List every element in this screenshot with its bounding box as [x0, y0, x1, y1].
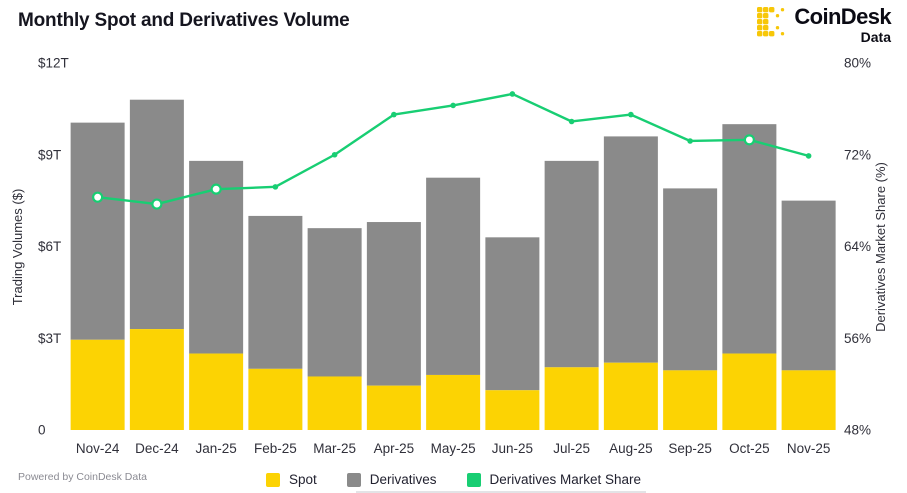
x-tick-Jun-25: Jun-25 — [492, 441, 533, 456]
legend-swatch-spot — [265, 472, 280, 487]
market-share-point-Jul-25[interactable] — [568, 118, 575, 125]
page-title: Monthly Spot and Derivatives Volume — [18, 10, 350, 31]
market-share-point-Sep-25[interactable] — [687, 138, 693, 144]
x-tick-Nov-25: Nov-25 — [787, 441, 831, 456]
bar-derivatives-Nov-24[interactable] — [70, 122, 125, 340]
bar-spot-Feb-25[interactable] — [248, 368, 303, 430]
x-tick-Nov-24: Nov-24 — [76, 441, 120, 456]
legend-item-spot[interactable]: Spot — [265, 472, 317, 487]
bar-spot-May-25[interactable] — [426, 374, 481, 430]
bar-spot-Dec-24[interactable] — [129, 329, 184, 430]
legend-item-market-share[interactable]: Derivatives Market Share — [466, 472, 642, 487]
brand-sub: Data — [860, 29, 891, 45]
legend-label-market-share: Derivatives Market Share — [489, 472, 642, 487]
bar-derivatives-May-25[interactable] — [426, 177, 481, 375]
bar-spot-Apr-25[interactable] — [366, 385, 421, 430]
left-axis-title: Trading Volumes ($) — [10, 189, 25, 306]
right-axis-tick: 72% — [844, 147, 871, 162]
bar-derivatives-Mar-25[interactable] — [307, 228, 362, 377]
right-axis-tick: 80% — [844, 56, 871, 71]
bar-spot-Aug-25[interactable] — [603, 362, 658, 430]
bar-spot-Oct-25[interactable] — [722, 353, 777, 430]
market-share-point-Jun-25[interactable] — [509, 91, 516, 97]
bar-derivatives-Aug-25[interactable] — [603, 136, 658, 363]
bar-derivatives-Feb-25[interactable] — [248, 215, 303, 369]
legend-swatch-market-share — [466, 472, 481, 487]
brand-name: CoinDesk — [794, 4, 891, 29]
bar-spot-Nov-25[interactable] — [781, 370, 836, 430]
bar-derivatives-Sep-25[interactable] — [663, 188, 718, 371]
bar-spot-Sep-25[interactable] — [663, 370, 718, 430]
market-share-point-Nov-24[interactable] — [92, 191, 104, 203]
left-axis-tick: $3T — [38, 331, 61, 346]
x-tick-Apr-25: Apr-25 — [374, 441, 415, 456]
x-tick-Jul-25: Jul-25 — [553, 441, 590, 456]
legend-label-spot: Spot — [288, 472, 317, 487]
x-tick-Sep-25: Sep-25 — [668, 441, 712, 456]
x-tick-Oct-25: Oct-25 — [729, 441, 770, 456]
market-share-point-Apr-25[interactable] — [391, 111, 397, 118]
x-tick-Dec-24: Dec-24 — [135, 441, 179, 456]
market-share-point-Aug-25[interactable] — [628, 111, 634, 118]
market-share-point-May-25[interactable] — [450, 102, 456, 109]
right-axis-tick: 64% — [844, 239, 871, 254]
x-tick-Jan-25: Jan-25 — [195, 441, 236, 456]
bar-spot-Jun-25[interactable] — [485, 390, 540, 430]
x-tick-Feb-25: Feb-25 — [254, 441, 297, 456]
powered-by-text: Powered by CoinDesk Data — [18, 471, 147, 483]
market-share-point-Dec-24[interactable] — [151, 198, 163, 210]
bar-derivatives-Jul-25[interactable] — [544, 160, 599, 368]
left-axis-tick: 0 — [38, 423, 46, 438]
right-axis-title: Derivatives Market Share (%) — [873, 162, 888, 332]
legend-swatch-derivatives — [346, 472, 361, 487]
right-axis-tick: 56% — [844, 331, 871, 346]
bar-derivatives-Dec-24[interactable] — [129, 99, 184, 330]
market-share-point-Nov-25[interactable] — [805, 153, 812, 159]
bar-spot-Jul-25[interactable] — [544, 367, 599, 430]
bar-spot-Nov-24[interactable] — [70, 339, 125, 430]
left-axis-tick: $12T — [38, 56, 69, 71]
x-tick-Mar-25: Mar-25 — [313, 441, 356, 456]
x-tick-May-25: May-25 — [431, 441, 476, 456]
legend-label-derivatives: Derivatives — [369, 472, 437, 487]
left-axis-tick: $9T — [38, 147, 61, 162]
coindesk-logo: CoinDesk Data — [756, 4, 892, 45]
market-share-point-Feb-25[interactable] — [272, 184, 279, 190]
bar-derivatives-Jun-25[interactable] — [485, 237, 540, 391]
bar-spot-Jan-25[interactable] — [189, 353, 244, 430]
bar-derivatives-Apr-25[interactable] — [366, 222, 421, 386]
market-share-point-Oct-25[interactable] — [743, 134, 755, 146]
left-axis-tick: $6T — [38, 239, 61, 254]
bar-derivatives-Oct-25[interactable] — [722, 124, 777, 354]
bar-derivatives-Nov-25[interactable] — [781, 200, 836, 371]
bottom-scroll-indicator — [356, 491, 646, 493]
market-share-point-Mar-25[interactable] — [331, 151, 338, 158]
legend-item-derivatives[interactable]: Derivatives — [346, 472, 437, 487]
bar-spot-Mar-25[interactable] — [307, 376, 362, 430]
x-tick-Aug-25: Aug-25 — [609, 441, 653, 456]
market-share-point-Jan-25[interactable] — [210, 183, 222, 195]
right-axis-tick: 48% — [844, 423, 871, 438]
chart-legend: Spot Derivatives Derivatives Market Shar… — [0, 472, 907, 487]
coindesk-logo-icon — [757, 7, 785, 37]
